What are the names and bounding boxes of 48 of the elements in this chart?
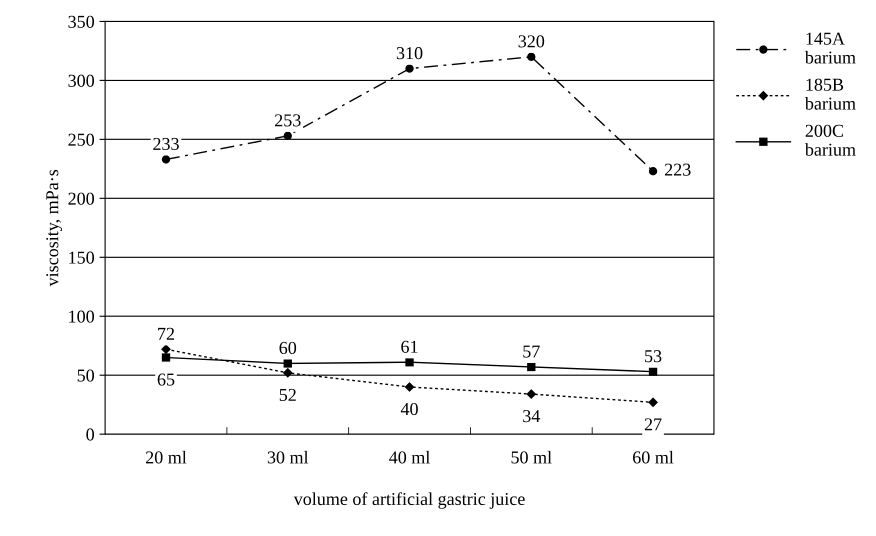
point — [648, 167, 658, 176]
data-label: 320 — [518, 35, 544, 48]
point — [404, 382, 414, 392]
point — [162, 353, 170, 362]
x-tick-label: 40 ml — [389, 450, 430, 464]
point — [527, 52, 536, 61]
point — [283, 368, 292, 378]
point — [161, 344, 171, 354]
data-label: 61 — [401, 340, 418, 353]
data-label: 53 — [645, 350, 662, 362]
x-axis-title: volume of artificial gastric juice — [294, 492, 525, 509]
data-label: 27 — [644, 418, 662, 430]
data-label: 52 — [280, 388, 296, 401]
y-tick-label: 100 — [69, 310, 94, 323]
y-tick-label: 0 — [86, 428, 94, 441]
legend-label: 145A barium — [804, 32, 856, 64]
point — [648, 398, 658, 407]
y-tick-label: 150 — [69, 252, 94, 264]
y-tick-label: 50 — [78, 369, 94, 382]
y-tick-label: 200 — [68, 192, 94, 205]
point — [162, 155, 170, 164]
point — [405, 64, 414, 73]
y-tick-label: 250 — [68, 134, 94, 146]
data-label: 233 — [153, 138, 179, 150]
legend-label: 200C barium — [804, 124, 856, 156]
x-tick-label: 30 ml — [268, 450, 308, 464]
y-tick-label: 350 — [68, 16, 94, 28]
x-tick-label: 60 ml — [633, 450, 674, 464]
point — [284, 359, 292, 368]
legend-label: 185B barium — [804, 78, 856, 110]
point — [405, 358, 414, 366]
point — [527, 362, 536, 372]
point — [284, 132, 292, 140]
data-label: 65 — [158, 374, 174, 386]
y-axis-title: viscosity, mPa·s — [46, 170, 62, 286]
data-label: 310 — [396, 47, 422, 60]
point — [648, 367, 658, 376]
data-label: 253 — [275, 114, 301, 126]
data-label: 60 — [280, 342, 296, 354]
x-tick-label: 20 ml — [146, 450, 186, 464]
data-label: 40 — [400, 402, 418, 416]
data-label: 34 — [523, 410, 540, 422]
point — [526, 389, 536, 399]
y-tick-label: 300 — [68, 74, 94, 87]
data-label: 223 — [664, 164, 691, 176]
x-tick-label: 50 ml — [512, 450, 552, 464]
data-label: 72 — [158, 328, 174, 340]
data-label: 57 — [523, 346, 540, 358]
